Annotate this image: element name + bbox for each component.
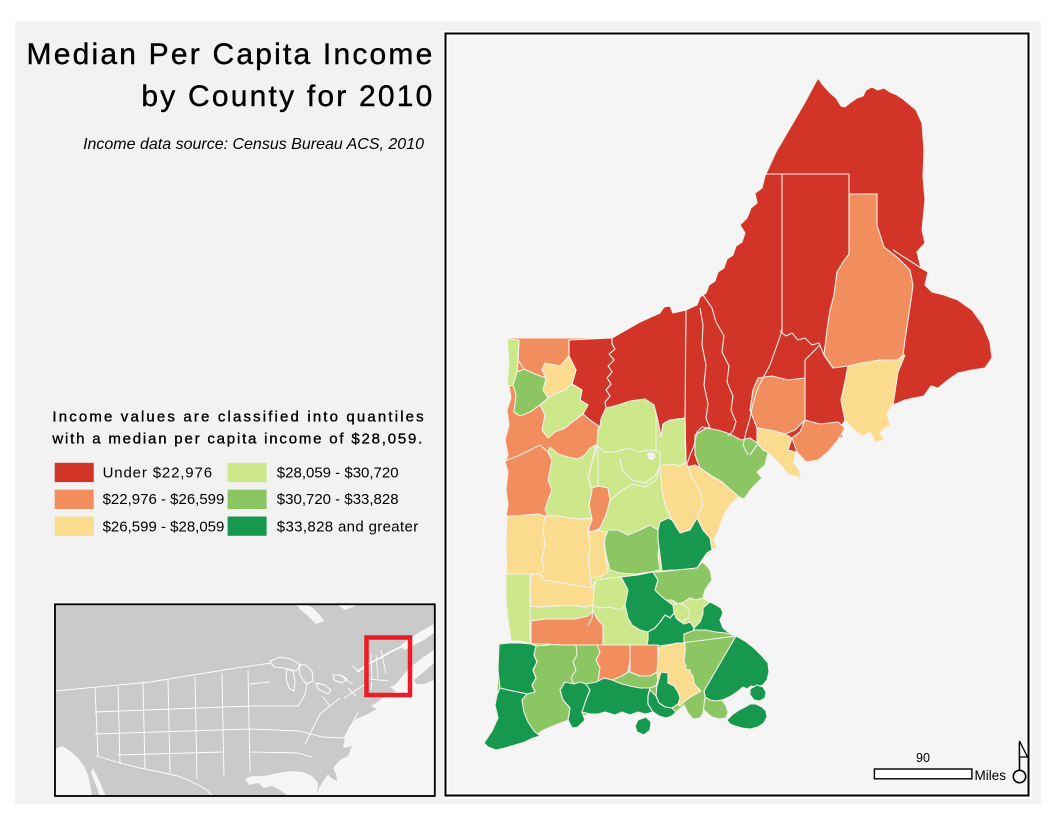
svg-text:by County for 2010: by County for 2010 xyxy=(141,80,434,113)
svg-text:$28,059 - $30,720: $28,059 - $30,720 xyxy=(277,464,399,481)
svg-text:$26,599 - $28,059: $26,599 - $28,059 xyxy=(103,519,225,536)
svg-text:Median Per Capita Income: Median Per Capita Income xyxy=(27,38,435,71)
svg-text:Income values are classified i: Income values are classified into quanti… xyxy=(52,409,425,426)
svg-text:with a median per capita incom: with a median per capita income of $28,0… xyxy=(51,430,424,447)
svg-text:$30,720 - $33,828: $30,720 - $33,828 xyxy=(277,491,399,508)
svg-text:Under $22,976: Under $22,976 xyxy=(103,464,213,481)
svg-text:$22,976 - $26,599: $22,976 - $26,599 xyxy=(103,491,225,508)
svg-text:Income data source: Census Bur: Income data source: Census Bureau ACS, 2… xyxy=(83,136,424,153)
svg-text:90: 90 xyxy=(916,751,930,765)
svg-text:$33,828 and greater: $33,828 and greater xyxy=(277,519,419,536)
svg-text:Miles: Miles xyxy=(975,768,1007,783)
